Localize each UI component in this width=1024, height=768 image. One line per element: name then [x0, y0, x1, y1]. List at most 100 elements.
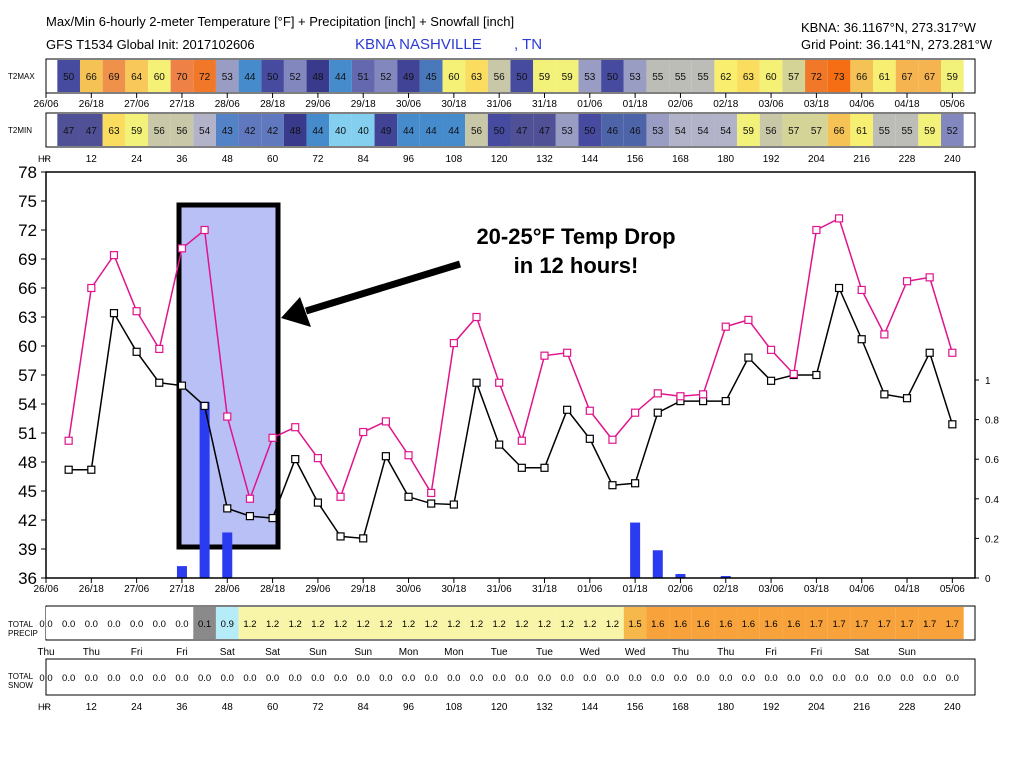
t2min-cell: [873, 114, 896, 146]
t2min-point: [857, 335, 866, 344]
t2min-point: [948, 420, 957, 429]
t2max-value: 69: [108, 72, 120, 83]
hour-tick-label-bottom: 12: [86, 702, 98, 713]
t2max-cell: [737, 60, 760, 92]
t2min-value: 44: [403, 126, 415, 137]
bottom-hour-axis: HR+ 12 24 36 48 60 72 84 96 108 120 132 144 156 168 180…: [38, 702, 961, 713]
hour-tick-label-bottom: 108: [446, 702, 463, 713]
t2min-point: [517, 463, 526, 472]
site-name: KBNA NASHVILLE: [355, 36, 482, 53]
total-snow-value: 0.0: [107, 673, 120, 684]
total-precip-value: 1.2: [379, 619, 392, 630]
t2max-cell: [125, 60, 148, 92]
t2max-value: 70: [176, 72, 188, 83]
total-precip-cell: [533, 607, 556, 639]
date-tick-label-bottom: 03/18: [804, 584, 829, 595]
t2min-cell: [306, 114, 330, 146]
t2max-value: 59: [539, 72, 551, 83]
hour-tick-label-top: 72: [312, 154, 324, 165]
t2min-point: [404, 492, 413, 501]
y-left-tick-label: 51: [18, 424, 37, 443]
total-precip-cell: [895, 607, 919, 639]
total-precip-cell: [419, 607, 443, 639]
total-precip-cell: [737, 607, 760, 639]
hr-label-bottom: HR: [38, 702, 51, 712]
t2max-point: [721, 322, 730, 331]
t2max-point: [766, 345, 776, 354]
left-y-axis: 36 39 42 45 48 51 54 57 60 63 66 69 72 75 78: [18, 163, 46, 588]
t2max-value: 51: [358, 72, 370, 83]
day-tick-label: Thu: [83, 647, 100, 658]
day-tick-label: Wed: [625, 647, 645, 658]
total-precip-cell: [238, 607, 262, 639]
hour-tick-label-top: 84: [358, 154, 370, 165]
t2min-value: 54: [698, 126, 710, 137]
t2max-value: 52: [290, 72, 302, 83]
t2min-cell: [555, 114, 579, 146]
t2min-point: [608, 481, 617, 490]
t2max-cell: [941, 60, 964, 92]
date-tick-label-bottom: 29/06: [305, 584, 330, 595]
total-precip-value: 0.0: [175, 619, 188, 630]
y-right-tick-label: 0.6: [985, 455, 999, 466]
t2min-cell: [170, 114, 194, 146]
hour-tick-label-bottom: 48: [222, 702, 234, 713]
date-tick-label-top: 04/06: [849, 99, 874, 110]
date-tick-label-bottom: 04/06: [849, 584, 874, 595]
y-right-tick-label: 0.8: [985, 416, 999, 427]
total-snow-value: 0.0: [583, 673, 596, 684]
t2min-cell: [419, 114, 443, 146]
t2min-cell: [737, 114, 760, 146]
total-precip-cell: [873, 607, 896, 639]
date-tick-label-bottom: 03/06: [759, 584, 784, 595]
t2min-cell: [238, 114, 262, 146]
y-right-tick-label: 0.2: [985, 534, 999, 545]
t2max-value: 44: [244, 72, 256, 83]
t2min-row: 47 47 63 59 56 56 54 43 42 42 48 44 40 40 49 44 44 44 56 50…: [45, 112, 976, 148]
t2min-cell: [283, 114, 307, 146]
total-precip-value: 1.7: [946, 619, 959, 630]
chart-title: Max/Min 6-hourly 2-meter Temperature [°F…: [46, 14, 515, 29]
t2max-point: [155, 344, 164, 353]
t2max-value: 66: [86, 72, 98, 83]
t2max-cell: [714, 60, 738, 92]
t2min-value: 54: [199, 126, 211, 137]
t2min-point: [834, 283, 844, 293]
total-precip-value: 1.7: [923, 619, 936, 630]
t2max-cell: [397, 60, 420, 92]
hour-tick-label-bottom: 132: [536, 702, 553, 713]
t2max-point: [631, 408, 640, 417]
date-tick-label-top: 02/18: [713, 99, 738, 110]
total-precip-value: 1.7: [855, 619, 868, 630]
total-precip-value: 1.2: [357, 619, 370, 630]
y-left-tick-label: 48: [18, 453, 37, 472]
total-precip-value: 1.7: [832, 619, 845, 630]
t2max-point: [608, 435, 617, 444]
t2max-cell: [442, 60, 466, 92]
total-precip-label-line2: PRECIP: [8, 629, 38, 638]
t2max-value: 72: [811, 72, 823, 83]
t2min-value: 42: [244, 126, 256, 137]
t2max-cell: [57, 60, 80, 92]
t2max-value: 60: [448, 72, 460, 83]
date-tick-label-top: 29/06: [305, 99, 330, 110]
t2max-value: 64: [131, 72, 143, 83]
total-precip-cell: [442, 607, 466, 639]
precip-bar: [176, 566, 187, 578]
hour-tick-label-top: 216: [853, 154, 870, 165]
t2min-cell: [102, 114, 126, 146]
date-tick-label-top: 01/06: [577, 99, 602, 110]
total-precip-cell: [601, 607, 624, 639]
t2min-value: 66: [833, 126, 845, 137]
t2max-point: [495, 378, 504, 387]
t2min-point: [177, 381, 187, 390]
t2min-value: 48: [290, 126, 302, 137]
t2max-value: 57: [788, 72, 800, 83]
t2min-point: [744, 353, 753, 362]
t2max-value: 67: [901, 72, 913, 83]
date-tick-label-bottom: 31/18: [532, 584, 557, 595]
total-precip-cell: [782, 607, 806, 639]
t2min-value: 56: [766, 126, 778, 137]
t2max-cell: [578, 60, 602, 92]
